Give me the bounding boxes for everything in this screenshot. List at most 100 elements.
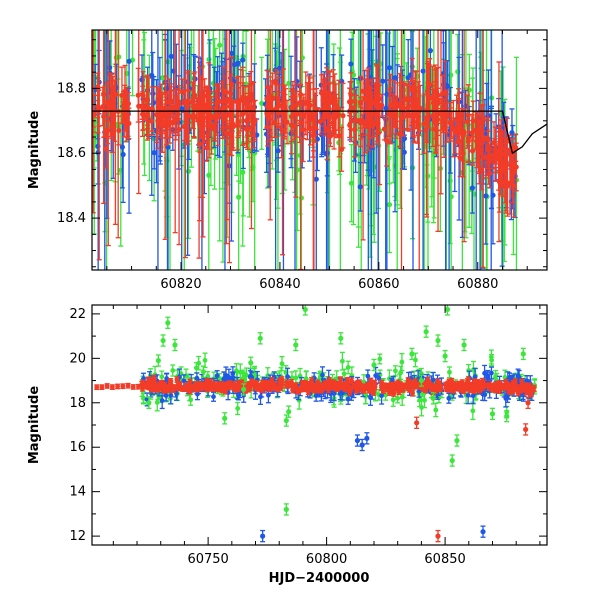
red-point — [243, 118, 249, 124]
green-point — [390, 397, 396, 403]
red-point — [511, 161, 517, 168]
red-point — [267, 102, 273, 108]
red-point — [449, 121, 455, 128]
green-point — [488, 354, 494, 360]
blue-point — [320, 372, 325, 378]
red-point — [179, 89, 186, 95]
red-point — [470, 118, 476, 124]
blue-point — [159, 398, 165, 403]
red-point — [291, 110, 297, 117]
red-point — [330, 112, 337, 119]
red-point — [252, 117, 258, 123]
blue-point — [240, 57, 246, 63]
green-point — [348, 180, 355, 186]
red-point — [143, 103, 150, 109]
blue-point — [313, 176, 319, 182]
red-point — [409, 87, 415, 93]
red-point — [318, 90, 325, 96]
blue-point — [483, 193, 489, 199]
green-point — [386, 202, 393, 208]
blue-point — [258, 394, 263, 400]
y-tick-label: 18.4 — [57, 211, 86, 226]
blue-point — [120, 151, 126, 158]
red-point — [184, 102, 190, 108]
green-point — [185, 168, 192, 174]
red-point — [333, 103, 339, 109]
red-point — [242, 95, 248, 101]
green-point — [398, 370, 404, 376]
blue-point — [168, 53, 174, 60]
blue-point — [348, 61, 354, 67]
red-point — [202, 104, 208, 110]
top-y-axis-title: Magnitude — [27, 111, 42, 190]
blue-point — [211, 394, 216, 400]
red-point — [310, 117, 317, 123]
red-point — [92, 113, 96, 119]
red-point — [94, 384, 100, 390]
blue-point — [465, 392, 471, 398]
red-point — [172, 116, 178, 123]
red-point — [205, 111, 212, 117]
green-point — [395, 395, 401, 401]
red-point — [226, 111, 233, 117]
top-plot-area — [92, 30, 547, 270]
red-point — [224, 131, 230, 137]
green-point — [235, 406, 241, 411]
red-point — [444, 110, 450, 117]
red-point — [229, 81, 235, 87]
red-point — [438, 111, 445, 118]
blue-point — [427, 48, 434, 54]
red-point — [381, 126, 388, 132]
green-point — [217, 42, 223, 48]
red-point — [104, 383, 110, 389]
red-point — [144, 113, 150, 119]
red-point — [402, 97, 408, 103]
red-point — [371, 121, 377, 127]
red-point — [336, 133, 342, 139]
red-point — [136, 103, 142, 109]
red-point — [115, 384, 120, 389]
red-point — [317, 118, 323, 125]
blue-point — [420, 68, 426, 74]
x-tick-label: 60820 — [160, 277, 201, 292]
green-point — [170, 368, 176, 373]
green-point — [279, 361, 285, 367]
blue-point — [405, 75, 411, 81]
green-point — [154, 399, 160, 405]
red-point — [227, 124, 233, 130]
red-point — [271, 120, 277, 126]
blue-point — [392, 75, 398, 81]
red-point — [214, 100, 220, 106]
y-tick-label: 18.6 — [57, 146, 86, 161]
blue-point — [446, 395, 452, 401]
blue-point — [401, 135, 408, 142]
blue-point — [126, 58, 132, 64]
green-point — [341, 371, 347, 377]
x-tick-label: 60880 — [457, 277, 498, 292]
green-point — [298, 195, 304, 201]
red-point — [461, 129, 467, 135]
red-point — [372, 100, 378, 106]
red-point — [109, 384, 115, 390]
red-point — [358, 119, 364, 125]
red-point — [325, 126, 331, 132]
red-point — [175, 98, 181, 105]
red-point — [327, 133, 334, 139]
blue-point — [179, 106, 185, 112]
green-point — [433, 407, 439, 413]
blue-point — [151, 150, 157, 156]
model-curve — [92, 110, 547, 155]
red-point — [366, 115, 372, 122]
red-point — [103, 146, 109, 152]
blue-point — [386, 65, 393, 71]
green-point — [470, 408, 476, 414]
blue-point — [379, 393, 385, 399]
red-point — [430, 113, 436, 119]
red-point — [204, 145, 210, 151]
blue-point — [472, 374, 478, 380]
red-point — [465, 112, 471, 118]
red-point — [472, 128, 479, 134]
top-plot-frame — [91, 29, 548, 271]
red-point — [460, 150, 466, 157]
red-point — [164, 122, 171, 129]
